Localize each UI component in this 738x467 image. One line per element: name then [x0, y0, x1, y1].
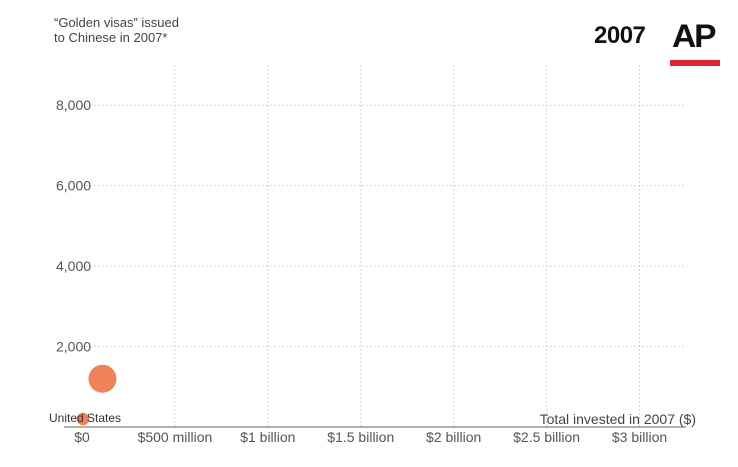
data-point [88, 364, 117, 393]
ap-logo-text: AP [672, 18, 717, 54]
x-tick-label: $0 [74, 429, 90, 445]
x-tick-label: $2 billion [426, 429, 481, 445]
y-axis-title: “Golden visas” issued to Chinese in 2007… [54, 15, 179, 45]
y-tick-label: 4,000 [56, 258, 91, 274]
ap-logo-bar [670, 60, 720, 66]
x-tick-label: $2.5 billion [513, 429, 580, 445]
data-point-label: United States [49, 411, 121, 425]
year-label: 2007 [594, 22, 646, 49]
x-tick-label: $3 billion [612, 429, 667, 445]
x-tick-label: $500 million [138, 429, 213, 445]
x-axis-label: Total invested in 2007 ($) [540, 411, 696, 427]
y-tick-label: 2,000 [56, 339, 91, 355]
x-tick-label: $1 billion [240, 429, 295, 445]
y-tick-label: 8,000 [56, 97, 91, 113]
x-tick-label: $1.5 billion [327, 429, 394, 445]
y-tick-label: 6,000 [56, 178, 91, 194]
data-point [76, 412, 90, 426]
ap-logo: AP [670, 14, 722, 68]
